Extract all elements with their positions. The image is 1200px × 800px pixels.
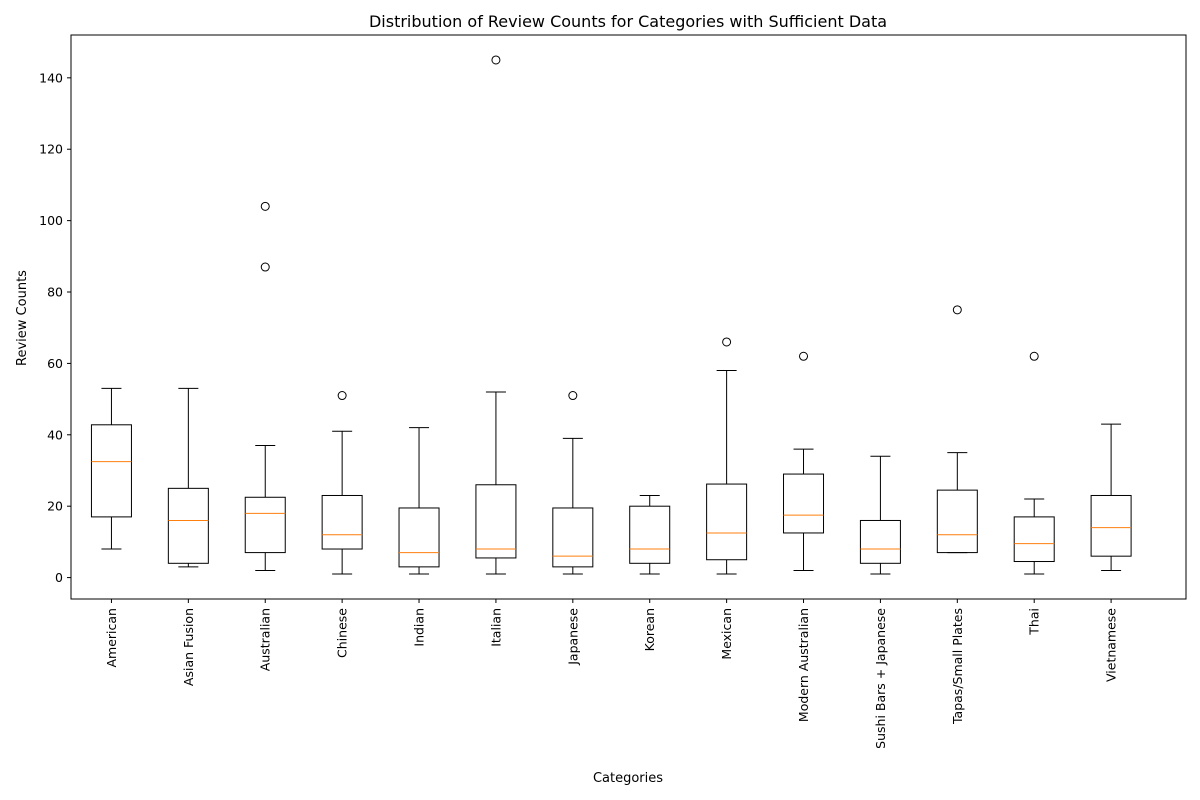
x-tick-label: Tapas/Small Plates: [950, 608, 965, 725]
outlier-point: [260, 201, 270, 211]
y-tick-label: 120: [39, 142, 63, 157]
x-axis: American Asian Fusion Australian Chinese Ind…: [104, 599, 1119, 749]
y-tick-label: 20: [47, 499, 63, 514]
y-axis-label: Review Counts: [15, 270, 30, 366]
x-tick-label: Thai: [1027, 608, 1042, 636]
x-tick-label: Asian Fusion: [181, 608, 196, 686]
plot-frame: [70, 34, 1187, 600]
outlier-point: [260, 262, 270, 272]
y-tick-label: 0: [55, 570, 63, 585]
outlier-point: [799, 351, 809, 361]
y-tick-label: 60: [47, 356, 63, 371]
box: [167, 487, 209, 564]
outlier-point: [568, 391, 578, 401]
box: [706, 483, 748, 561]
box: [321, 494, 363, 550]
outlier-point: [337, 391, 347, 401]
box: [629, 505, 671, 564]
box: [244, 496, 286, 554]
box: [475, 484, 517, 559]
box-group: [859, 455, 901, 575]
box-group: [552, 391, 594, 575]
box-group: [1013, 351, 1055, 575]
box: [398, 507, 440, 568]
x-tick-label: Modern Australian: [796, 608, 811, 722]
x-tick-label: Japanese: [565, 608, 580, 666]
x-tick-label: Australian: [258, 608, 273, 671]
outlier-point: [952, 305, 962, 315]
box-group: [783, 351, 825, 571]
chart-title: Distribution of Review Counts for Catego…: [369, 12, 887, 31]
x-axis-label: Categories: [593, 771, 663, 786]
box: [859, 519, 901, 564]
y-axis: 0 20 40 60 80 100 120 140: [39, 70, 71, 585]
outlier-point: [1029, 351, 1039, 361]
y-tick-label: 40: [47, 427, 63, 442]
x-tick-label: Indian: [412, 608, 427, 647]
box-group: [321, 391, 363, 575]
box-group: [244, 201, 286, 571]
box-group: [936, 305, 978, 554]
x-tick-label: Mexican: [719, 608, 734, 660]
x-tick-label: Italian: [488, 608, 503, 647]
outlier-point: [491, 55, 501, 65]
y-tick-label: 80: [47, 285, 63, 300]
y-tick-label: 140: [39, 70, 63, 85]
box-group: [629, 494, 671, 575]
box: [936, 489, 978, 554]
box: [1090, 494, 1132, 557]
x-tick-label: American: [104, 608, 119, 668]
box: [1013, 516, 1055, 563]
box-group: [1090, 423, 1132, 571]
box-group: [90, 387, 132, 550]
box-group: [475, 55, 517, 575]
outlier-point: [722, 337, 732, 347]
x-tick-label: Chinese: [335, 608, 350, 658]
x-tick-label: Korean: [642, 608, 657, 651]
box-group: [706, 337, 748, 575]
plot-area: [70, 34, 1187, 600]
x-tick-label: Sushi Bars + Japanese: [873, 608, 888, 749]
x-tick-label: Vietnamese: [1104, 608, 1119, 682]
box: [552, 507, 594, 568]
box-group: [167, 387, 209, 568]
box: [90, 424, 132, 518]
box: [783, 473, 825, 534]
box-group: [398, 427, 440, 575]
y-tick-label: 100: [39, 213, 63, 228]
